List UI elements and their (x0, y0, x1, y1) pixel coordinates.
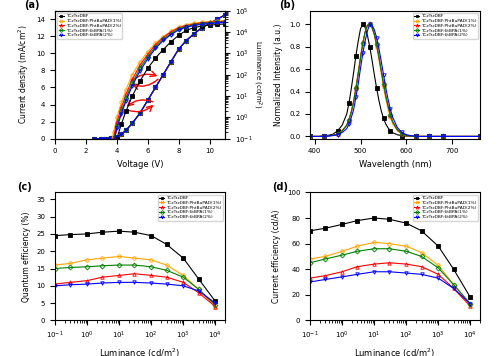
Legend: TCzTrzDBF, TCzTrzDBF:PhtBuPAD(1%), TCzTrzDBF:PhtBuPAD(2%), TCzTrzDBF:6tBPA(1%), : TCzTrzDBF, TCzTrzDBF:PhtBuPAD(1%), TCzTr… (413, 13, 478, 39)
X-axis label: Wavelength (nm): Wavelength (nm) (358, 160, 432, 169)
Y-axis label: Current efficiency (cd/A): Current efficiency (cd/A) (272, 210, 281, 303)
X-axis label: Luminance (cd/m$^2$): Luminance (cd/m$^2$) (100, 347, 180, 356)
Y-axis label: Luminance (cd/m$^2$): Luminance (cd/m$^2$) (251, 41, 264, 109)
Text: (d): (d) (272, 182, 288, 192)
X-axis label: Luminance (cd/m$^2$): Luminance (cd/m$^2$) (354, 347, 436, 356)
Text: (c): (c) (18, 182, 32, 192)
Legend: TCzTrzDBF, TCzTrzDBF:PhtBuPAD(1%), TCzTrzDBF:PhtBuPAD(2%), TCzTrzDBF:6tBPA(1%), : TCzTrzDBF, TCzTrzDBF:PhtBuPAD(1%), TCzTr… (158, 195, 223, 220)
Y-axis label: Quantum efficiency (%): Quantum efficiency (%) (22, 211, 30, 302)
Text: (b): (b) (280, 0, 295, 10)
X-axis label: Voltage (V): Voltage (V) (117, 160, 163, 169)
Legend: TCzTrzDBF, TCzTrzDBF:PhtBuPAD(1%), TCzTrzDBF:PhtBuPAD(2%), TCzTrzDBF:6tBPA(1%), : TCzTrzDBF, TCzTrzDBF:PhtBuPAD(1%), TCzTr… (413, 195, 478, 220)
Y-axis label: Normalized Intensity (a.u.): Normalized Intensity (a.u.) (274, 23, 283, 126)
Y-axis label: Current density (mA/cm$^2$): Current density (mA/cm$^2$) (16, 25, 30, 125)
Legend: TCzTrzDBF, TCzTrzDBF:PhtBuPAD(1%), TCzTrzDBF:PhtBuPAD(2%), TCzTrzDBF:6tBPA(1%), : TCzTrzDBF, TCzTrzDBF:PhtBuPAD(1%), TCzTr… (57, 13, 122, 39)
Text: (a): (a) (24, 0, 40, 10)
